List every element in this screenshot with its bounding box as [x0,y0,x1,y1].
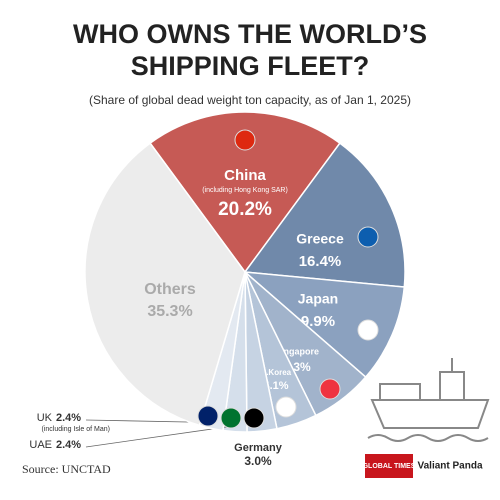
slice-note: (including Isle of Man) [42,426,110,433]
flag-icon [319,378,341,400]
chart-title: SHIPPING FLEET? [131,51,370,81]
slice-label: China [224,167,266,184]
logo: GLOBAL TIMES [363,463,416,470]
leader-line [85,425,236,448]
slice-note: (including Hong Kong SAR) [202,187,288,194]
value-label: 20.2% [218,199,272,220]
value-label: 9.9% [301,313,335,330]
flag-icon [357,226,379,248]
flag-icon [357,319,379,341]
value-label: 35.3% [147,303,192,320]
value-label: 2.4% [56,412,81,424]
logo-box [365,454,413,478]
flag-icon [220,407,242,429]
ship-icon [367,358,490,442]
pie-slice [84,142,246,427]
slice-label: UK [37,412,53,424]
flag-icon [197,405,219,427]
slice-label: S.Korea [261,368,292,377]
pie-slice [242,271,406,379]
source: Source: UNCTAD [22,462,111,476]
flag-icon [275,396,297,418]
flag-icon [234,129,256,151]
chart-title: WHO OWNS THE WORLD’S [73,19,427,49]
slice-label: Greece [296,231,344,247]
value-label: 3.0% [244,454,272,468]
slice-label: Others [144,281,196,298]
value-label: 4.1% [263,380,288,392]
pie-slice [243,142,406,288]
slice-label: Germany [234,442,283,454]
pie-slice [149,111,341,274]
slice-label: Singapore [275,346,319,356]
logo: Valiant Panda [417,461,482,472]
flag-icon [243,407,265,429]
value-label: 2.4% [56,439,81,451]
slice-label: Japan [298,291,338,307]
chart-subtitle: (Share of global dead weight ton capacit… [89,93,411,107]
slice-label: UAE [29,439,52,451]
value-label: 16.4% [299,253,342,270]
